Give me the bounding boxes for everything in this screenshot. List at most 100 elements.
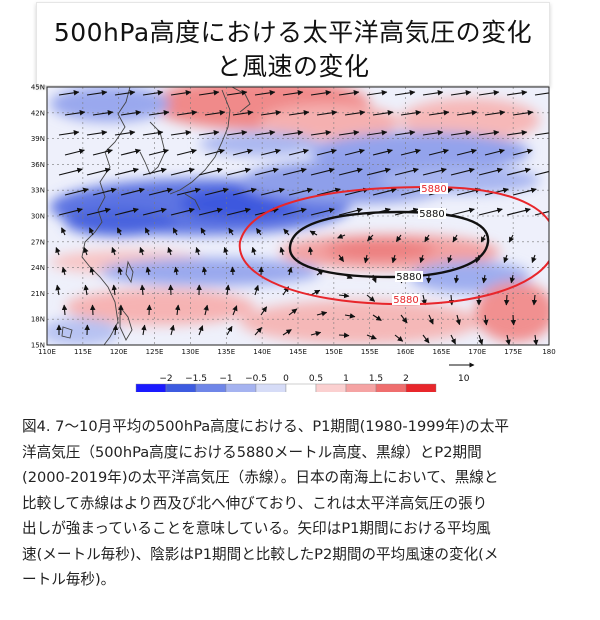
wind-vector	[288, 148, 309, 156]
wind-vector	[92, 110, 114, 116]
wind-vector	[111, 246, 117, 256]
longitude-tick-label: 140E	[253, 348, 271, 356]
wind-vector	[428, 110, 450, 116]
wind-vector	[287, 266, 293, 276]
wind-vector	[452, 234, 458, 243]
wind-vector	[282, 90, 304, 96]
wind-vector	[114, 207, 139, 216]
wind-vector	[372, 314, 382, 321]
wind-vector	[195, 246, 201, 256]
wind-vector	[61, 227, 67, 236]
wind-vector	[198, 325, 204, 336]
wind-change-map: 5880 5880 5880 5880 45N 42N 39N 36N 33N 30N 27…	[31, 84, 556, 392]
longitude-tick-label: 175E	[504, 348, 522, 356]
red-contour-label-bottom: 5880	[393, 295, 418, 306]
wind-vector	[169, 324, 175, 336]
wind-vector	[450, 334, 456, 345]
wind-vector	[450, 207, 475, 216]
wind-vector	[422, 167, 447, 176]
wind-vector	[120, 110, 142, 116]
longitude-tick-label: 115E	[74, 348, 92, 356]
longitude-axis: 110E 115E 120E 125E 130E 135E 140E 145E 150E 155E…	[38, 348, 556, 356]
wind-vector	[503, 254, 509, 264]
wind-vector	[344, 148, 365, 156]
longitude-tick-label: 125E	[146, 348, 164, 356]
longitude-tick-label: 165E	[433, 348, 451, 356]
wind-vector	[366, 130, 388, 136]
wind-vector	[394, 334, 404, 342]
figure-caption: 図4. 7〜10月平均の500hPa高度における、P1期間(1980-1999年…	[22, 414, 582, 593]
wind-vector	[144, 227, 151, 236]
wind-vector	[176, 187, 201, 196]
wind-vector	[310, 167, 335, 176]
wind-vector	[200, 227, 206, 236]
wind-vector	[282, 167, 307, 176]
wind-vector	[400, 314, 408, 324]
wind-vector	[506, 90, 528, 96]
wind-vector	[89, 304, 96, 316]
caption-line: 出しが強まっていることを意味している。矢印はP1期間における平均風	[22, 520, 491, 537]
svg-text:10: 10	[458, 374, 470, 384]
wind-vector	[484, 110, 506, 116]
wind-vector	[226, 207, 251, 216]
wind-vector	[531, 294, 538, 306]
wind-vector	[506, 167, 531, 176]
wind-vector	[141, 324, 147, 336]
wind-vector	[114, 167, 139, 176]
latitude-tick-label: 24N	[31, 264, 45, 272]
wind-vector	[531, 254, 537, 264]
wind-vector	[316, 148, 337, 156]
wind-vector	[64, 187, 89, 196]
wind-vector	[310, 331, 322, 337]
latitude-axis: 45N 42N 39N 36N 33N 30N 27N 24N 21N 18N 15N	[31, 84, 45, 350]
wind-vector	[64, 110, 86, 116]
wind-vector	[532, 334, 539, 345]
wind-vector	[198, 90, 220, 96]
wind-vector	[509, 274, 516, 284]
wind-vector	[338, 254, 345, 263]
wind-vector	[481, 274, 488, 284]
wind-vector	[338, 292, 350, 299]
wind-vector	[508, 234, 515, 243]
wind-vector	[484, 148, 505, 156]
wind-vector	[260, 148, 281, 156]
wind-vector	[61, 266, 67, 276]
wind-vector	[204, 148, 225, 156]
wind-vector	[120, 148, 141, 156]
wind-vector	[198, 207, 223, 216]
caption-line: 速(メートル毎秒)、陰影はP1期間と比較したP2期間の平均風速の変化(メ	[22, 545, 499, 563]
wind-vector	[428, 148, 449, 156]
wind-vector	[534, 210, 549, 216]
wind-vector	[224, 284, 231, 296]
wind-vector	[61, 304, 68, 316]
wind-vector	[170, 90, 192, 96]
wind-vector	[478, 167, 503, 176]
longitude-tick-label: 170E	[468, 348, 486, 356]
wind-vector	[372, 187, 397, 196]
wind-vector	[310, 289, 321, 296]
colorbar-tick-label: −0.5	[245, 374, 267, 384]
latitude-tick-label: 39N	[31, 135, 45, 143]
colorbar: −2 −1.5 −1 −0.5 0 0.5 1 1.5 2	[135, 374, 437, 392]
wind-vector	[512, 187, 537, 196]
wind-vector	[367, 234, 374, 242]
wind-vector	[198, 167, 223, 176]
wind-vector	[254, 327, 263, 336]
wind-vector	[366, 167, 391, 176]
wind-vector	[148, 148, 169, 156]
wind-vector	[83, 246, 89, 256]
wind-vector	[232, 187, 257, 196]
wind-vector	[232, 148, 253, 156]
wind-vector	[254, 90, 276, 96]
wind-vector	[534, 170, 549, 176]
wind-vector	[226, 130, 248, 136]
longitude-tick-label: 180	[542, 348, 555, 356]
wind-vector	[58, 130, 80, 136]
wind-vector	[228, 227, 234, 236]
wind-vector	[223, 246, 229, 256]
wind-vector	[148, 110, 170, 116]
wind-vector	[366, 90, 388, 96]
longitude-tick-label: 135E	[217, 348, 235, 356]
wind-vector	[400, 148, 421, 156]
wind-vector	[372, 110, 394, 116]
